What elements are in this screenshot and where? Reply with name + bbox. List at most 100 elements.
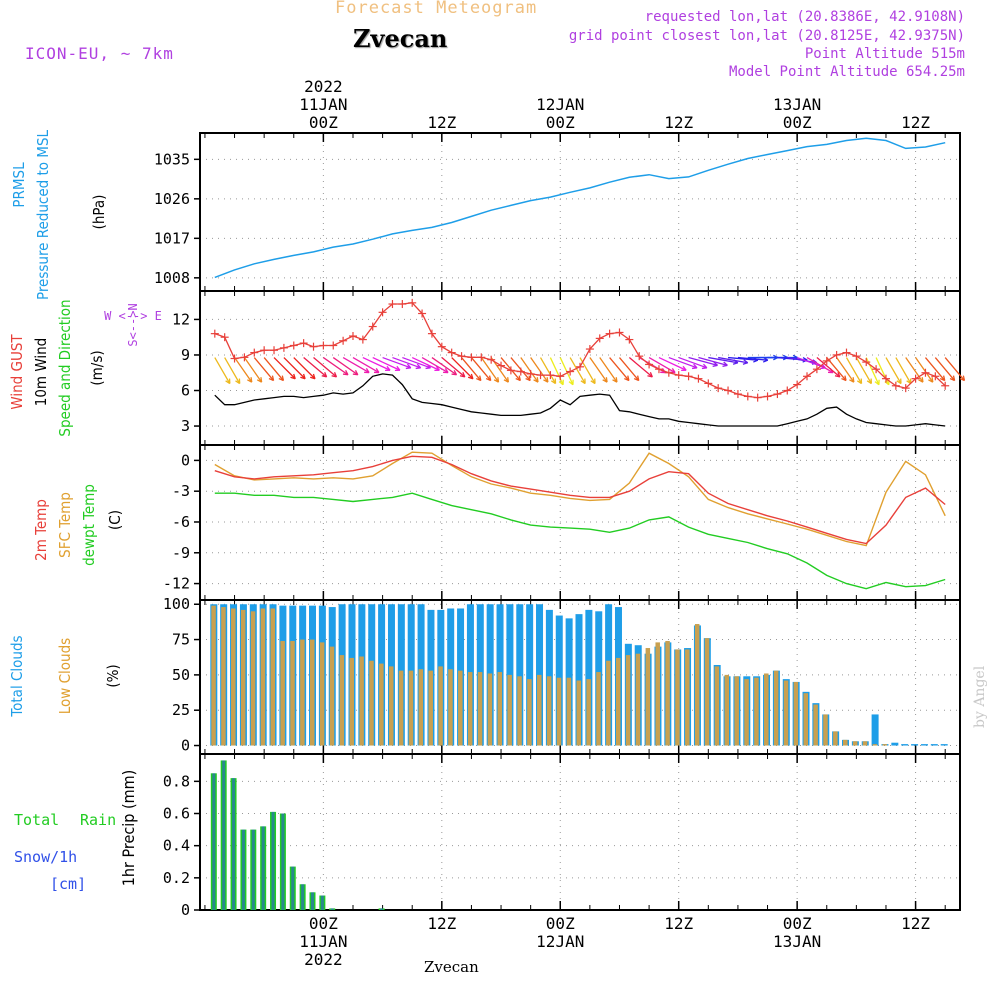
wind-arrow-head — [354, 370, 359, 376]
low-cloud-bar — [556, 677, 562, 746]
wind-arrow — [628, 357, 653, 378]
wind-arrow-head — [627, 375, 630, 381]
wind-direction-arrows — [214, 354, 966, 386]
bottom-time-label: 13JAN — [773, 932, 821, 951]
wind-arrow — [727, 356, 758, 361]
low-cloud-bar — [329, 646, 335, 746]
wind-arrow-head — [633, 377, 640, 382]
wind-arrow-head — [615, 377, 618, 383]
dewpoint-label: dewpt Temp — [80, 484, 98, 566]
y-tick-label: -9 — [172, 544, 190, 562]
y-tick-label: -3 — [172, 482, 190, 500]
wind-arrow-head — [459, 375, 465, 378]
wind-arrow-head — [345, 370, 349, 376]
wind-arrow-head — [896, 380, 902, 385]
wind-arrow-head — [485, 377, 491, 382]
wind-arrow — [688, 356, 718, 366]
wind-arrow-head — [753, 359, 759, 363]
low-cloud-bar — [517, 676, 522, 746]
wind-arrow — [885, 357, 902, 384]
wind-arrow — [895, 357, 912, 384]
pressure-label-long: Pressure Reduced to MSL — [34, 129, 52, 300]
wind-arrow — [293, 357, 316, 380]
wind-arrow-head — [310, 376, 316, 380]
top-time-label: 13JAN — [773, 95, 821, 114]
low-cloud-bar — [635, 653, 641, 746]
wind-arrow-head — [874, 381, 880, 386]
bottom-time-label: 00Z — [783, 914, 812, 933]
wind-gust-label: Wind GUST — [8, 334, 26, 410]
low-cloud-bar — [606, 660, 611, 746]
wind-arrow-head — [722, 364, 728, 367]
y-tick-label: 9 — [181, 346, 190, 364]
wind-arrow — [323, 357, 349, 376]
wind-arrow — [382, 356, 412, 369]
wind-speed-direction-label: Speed and Direction — [56, 299, 74, 436]
snow-bar — [380, 908, 384, 910]
bottom-time-label: 11JAN — [299, 932, 347, 951]
wind-arrow-head — [723, 361, 728, 366]
wind-arrow-head — [647, 375, 653, 378]
surface-temp-line — [214, 451, 946, 547]
low-cloud-bar — [655, 642, 660, 746]
wind-arrow-head — [321, 375, 327, 378]
panel-frame — [199, 444, 961, 601]
point-altitude: Point Altitude 515m — [804, 46, 965, 62]
panel-wind: 3 6 9 12 — [172, 290, 961, 446]
wind-arrow-head — [256, 379, 262, 383]
low-cloud-bar — [388, 666, 394, 746]
wind-arrow — [283, 357, 306, 380]
low-cloud-bar — [467, 672, 473, 746]
wind-arrow-head — [479, 375, 482, 381]
requested-coordinates: requested lon,lat (20.8386E, 42.9108N) — [644, 9, 965, 25]
y-tick-label: 0 — [181, 901, 190, 919]
wind-arrow — [934, 357, 956, 381]
low-cloud-bar — [290, 640, 295, 746]
wind-arrow-head — [533, 379, 539, 383]
snow-bar — [311, 892, 315, 910]
wind-arrow — [658, 356, 687, 371]
low-cloud-bar — [645, 648, 651, 746]
y-tick-label: 0.6 — [163, 805, 190, 823]
low-cloud-bar — [546, 676, 552, 746]
snow-bar — [222, 760, 226, 910]
wind-arrow-head — [732, 362, 739, 365]
total-clouds-label: Total Clouds — [8, 635, 26, 717]
wind-arrow-head — [300, 376, 306, 380]
wind-arrow-head — [959, 377, 965, 382]
wind-arrow-head — [952, 375, 956, 381]
low-cloud-bar — [477, 672, 483, 746]
wind-arrow-head — [525, 377, 531, 382]
wind-10m-label: 10m Wind — [32, 338, 50, 407]
wind-arrow-head — [488, 375, 492, 381]
snow-bar — [251, 829, 255, 910]
top-time-label: 00Z — [783, 113, 812, 132]
wind-arrow-head — [250, 377, 253, 383]
low-cloud-bar — [625, 655, 631, 746]
wind-arrow-head — [444, 368, 449, 373]
wind-arrow-head — [942, 375, 946, 381]
low-cloud-bar — [734, 676, 739, 746]
bottom-time-label: 12Z — [427, 914, 456, 933]
y-tick-label: 100 — [163, 595, 190, 613]
wind-arrow-head — [260, 377, 263, 383]
low-cloud-bar — [231, 608, 236, 746]
wind-arrow — [539, 357, 557, 384]
wind-arrow-head — [849, 379, 855, 383]
low-cloud-bar — [260, 608, 266, 746]
low-cloud-bar — [438, 666, 443, 746]
y-tick-label: 1008 — [154, 269, 190, 287]
wind-arrow-head — [762, 359, 769, 363]
wind-arrow — [332, 357, 359, 376]
wind-arrow — [470, 357, 492, 381]
pressure-unit: (hPa) — [90, 195, 108, 230]
low-cloud-bar — [527, 679, 532, 746]
panel-precip: 0 0.2 0.4 0.6 0.8 — [163, 753, 961, 919]
wind-arrow-head — [324, 371, 328, 378]
low-cloud-bar — [714, 666, 720, 746]
low-cloud-bar — [773, 670, 779, 746]
low-cloud-bar — [675, 649, 680, 746]
wind-arrow — [806, 356, 834, 374]
wind-arrow — [411, 356, 440, 371]
